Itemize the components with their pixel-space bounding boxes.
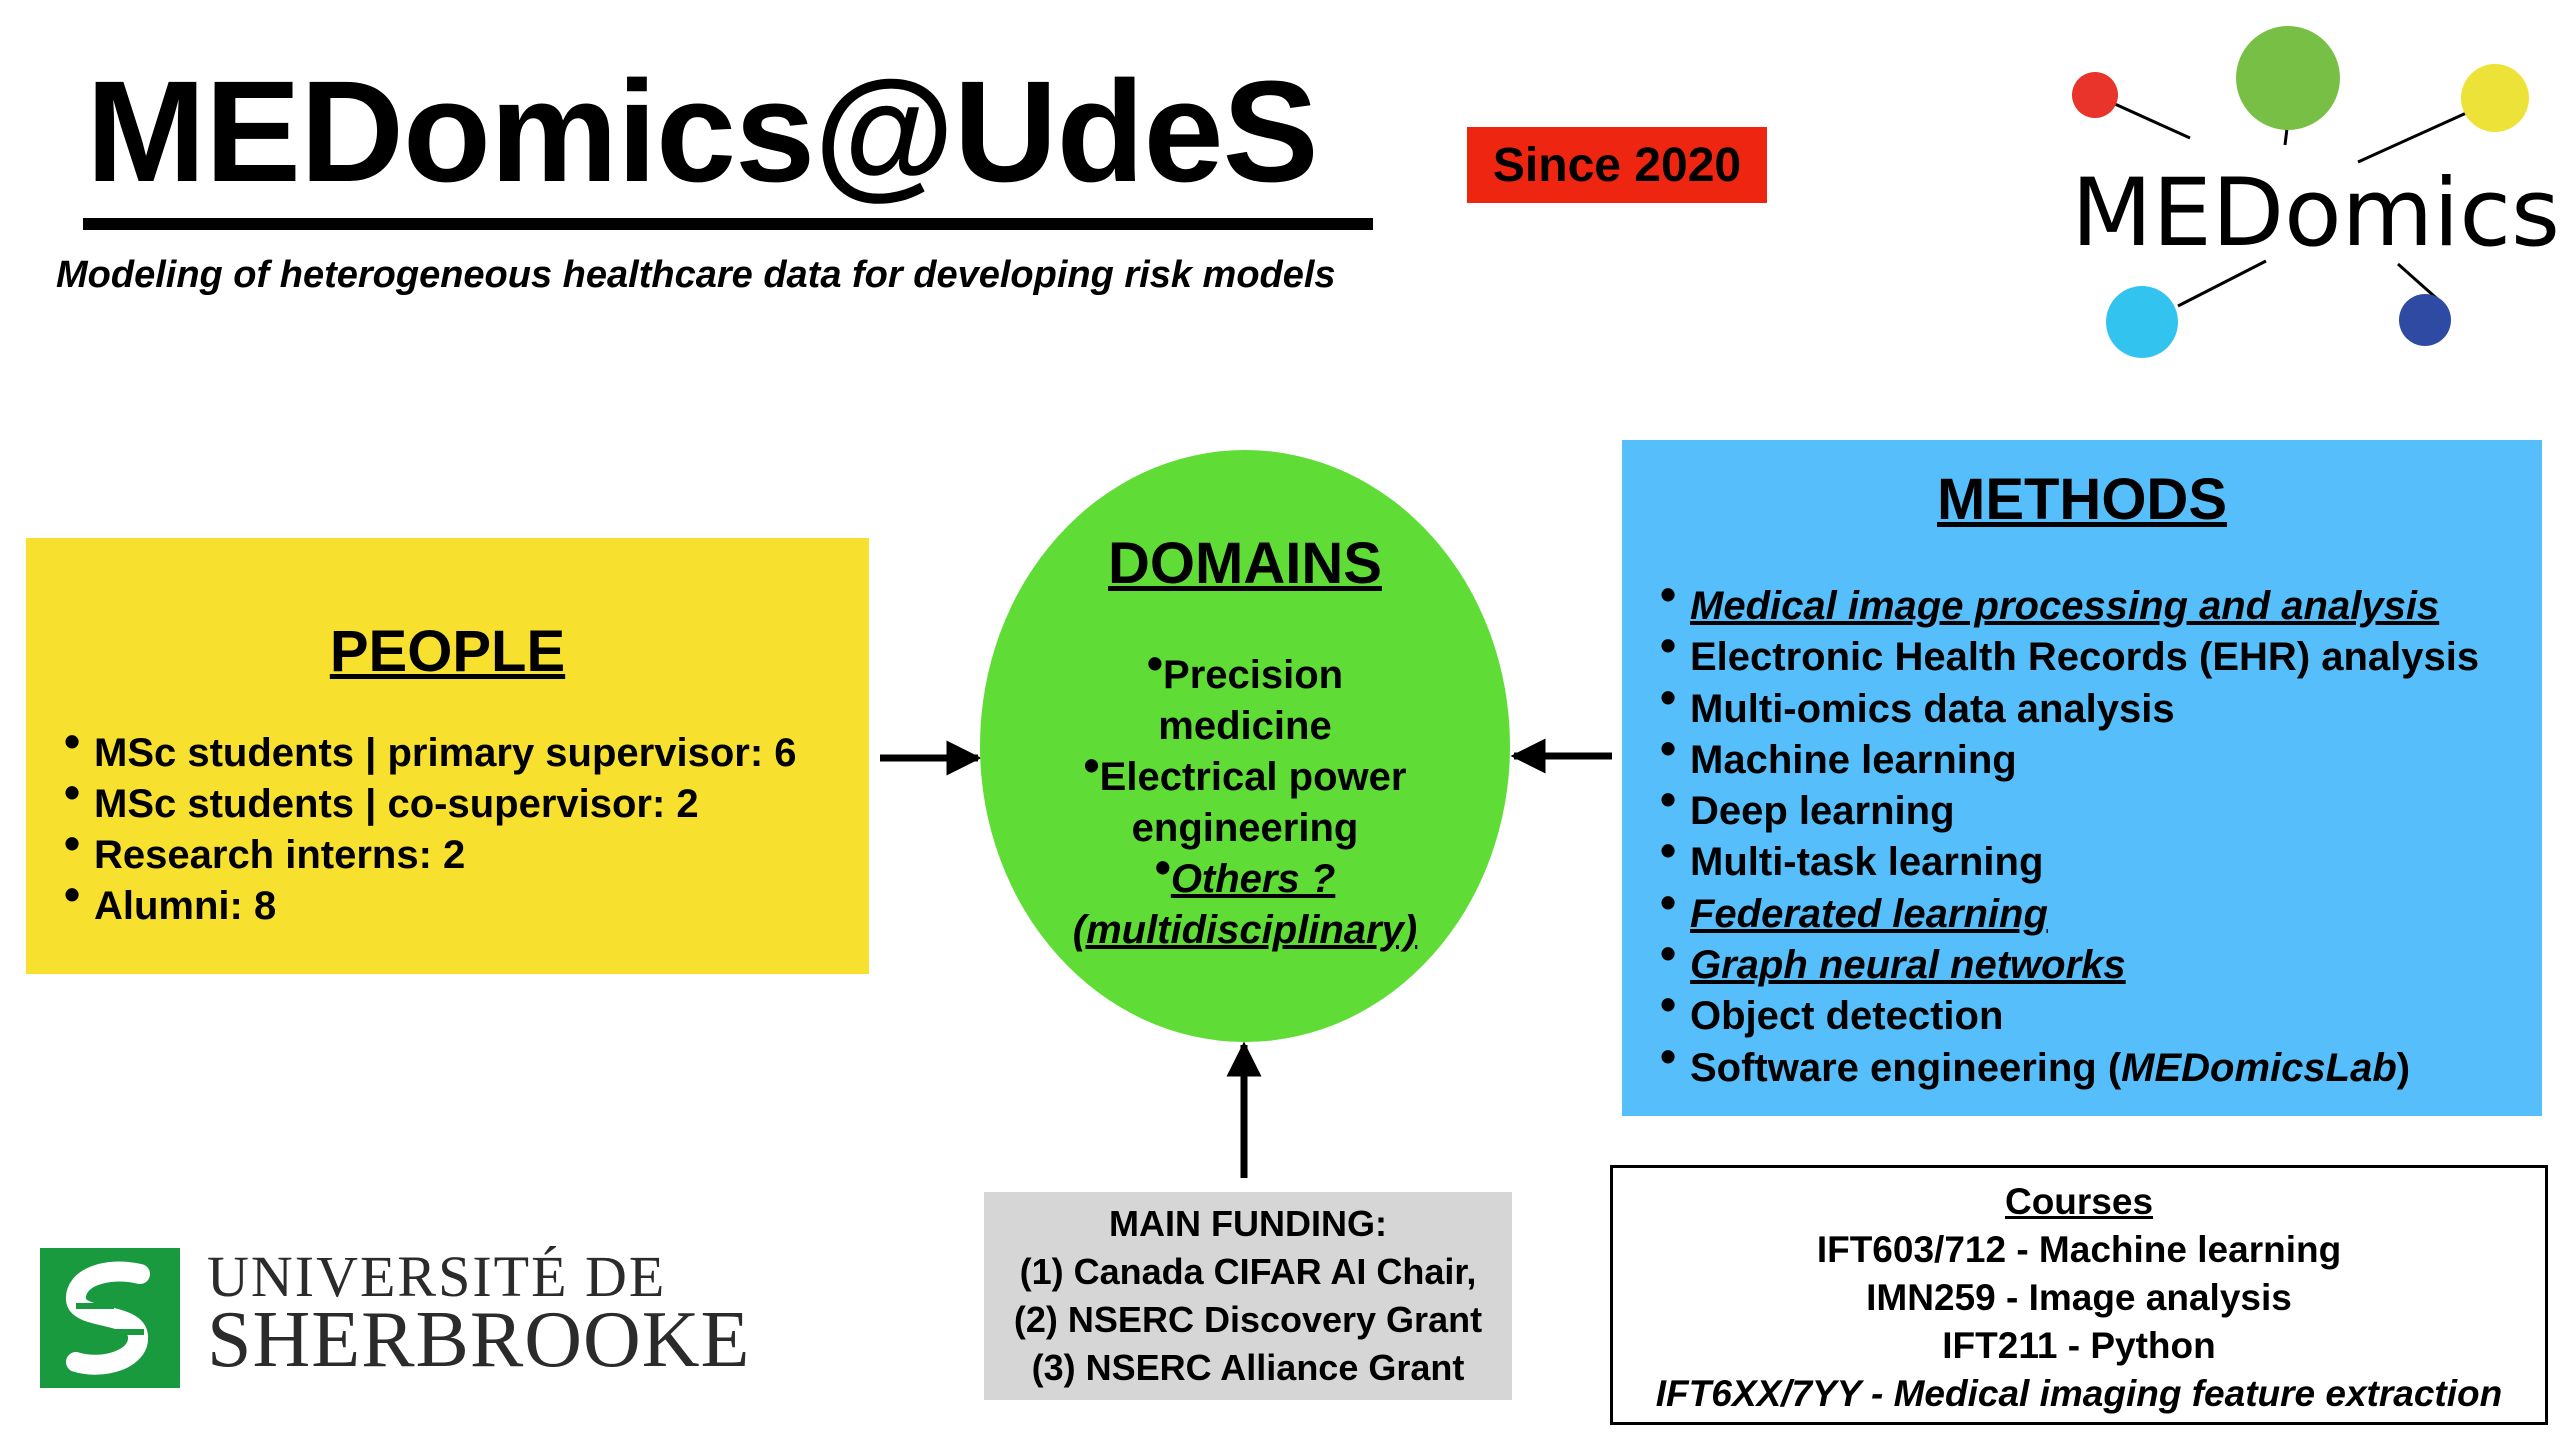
bullet-icon: • bbox=[1660, 773, 1677, 826]
logo-node-red bbox=[2072, 72, 2118, 118]
bullet-icon: • bbox=[1154, 841, 1171, 893]
logo-connector bbox=[2177, 259, 2267, 308]
funding-line: (3) NSERC Alliance Grant bbox=[1031, 1347, 1465, 1388]
logo-node-blue bbox=[2399, 294, 2451, 346]
domain-item-electrical: •Electrical power bbox=[1083, 739, 1407, 800]
bullet-icon: • bbox=[64, 715, 81, 767]
logo-node-green bbox=[2236, 26, 2340, 130]
domain-item-precision: •Precision bbox=[1146, 637, 1344, 698]
methods-title: METHODS bbox=[1937, 467, 2227, 532]
list-item: • Software engineering (MEDomicsLab) bbox=[1660, 1029, 2411, 1090]
funding-line: (2) NSERC Discovery Grant bbox=[1013, 1299, 1483, 1340]
bullet-icon: • bbox=[1660, 978, 1677, 1031]
domain-item-precision-cont: medicine bbox=[1158, 704, 1332, 748]
course-line: IFT6XX/7YY - Medical imaging feature ext… bbox=[1655, 1373, 2503, 1414]
bullet-icon: • bbox=[64, 817, 81, 869]
list-item: • Federated learning bbox=[1660, 875, 2048, 936]
course-line: IFT603/712 - Machine learning bbox=[1816, 1229, 2342, 1270]
domains-ellipse: DOMAINS •Precision medicine •Electrical … bbox=[980, 450, 1510, 1042]
page-title: MEDomics@UdeS bbox=[86, 51, 1319, 212]
bullet-icon: • bbox=[1660, 568, 1677, 620]
logo-wordmark: MEDomics bbox=[2071, 159, 2560, 268]
list-item: • Alumni: 8 bbox=[64, 868, 277, 928]
people-list: • MSc students | primary supervisor: 6 • M… bbox=[64, 715, 797, 932]
logo-node-cyan bbox=[2106, 286, 2178, 358]
domain-item-electrical-cont: engineering bbox=[1131, 806, 1359, 850]
university-name-line2: SHERBROOKE bbox=[207, 1296, 751, 1384]
domains-list: •Precision medicine •Electrical power en… bbox=[980, 637, 1510, 956]
page-subtitle: Modeling of heterogeneous healthcare dat… bbox=[56, 254, 1336, 296]
list-item: • Machine learning bbox=[1660, 721, 2017, 782]
list-item: • Research interns: 2 bbox=[64, 817, 466, 877]
courses-title: Courses bbox=[2004, 1181, 2154, 1222]
list-item: • Electronic Health Records (EHR) analysi… bbox=[1660, 619, 2480, 680]
bullet-icon: • bbox=[1660, 875, 1677, 928]
courses-box: Courses IFT603/712 - Machine learning IM… bbox=[1610, 1165, 2548, 1425]
bullet-icon: • bbox=[1660, 721, 1677, 774]
course-line: IFT211 - Python bbox=[1942, 1325, 2216, 1366]
domains-title: DOMAINS bbox=[1108, 531, 1382, 596]
bullet-icon: • bbox=[1660, 619, 1677, 672]
funding-box: MAIN FUNDING: (1) Canada CIFAR AI Chair,… bbox=[984, 1192, 1512, 1400]
bullet-icon: • bbox=[1660, 927, 1677, 980]
domain-item-others: •Others ? bbox=[1154, 841, 1336, 902]
logo-node-yellow bbox=[2461, 64, 2529, 132]
funding-title: MAIN FUNDING: bbox=[1109, 1203, 1387, 1244]
list-item: • Multi-task learning bbox=[1660, 824, 2044, 885]
methods-box: METHODS • Medical image processing and an… bbox=[1622, 440, 2542, 1116]
university-logo-icon bbox=[40, 1248, 180, 1388]
bullet-icon: • bbox=[64, 868, 81, 920]
university-name-line1: UNIVERSITÉ DE bbox=[207, 1244, 667, 1309]
list-item: • Medical image processing and analysis bbox=[1660, 568, 2440, 628]
bullet-icon: • bbox=[1660, 824, 1677, 877]
people-box: PEOPLE • MSc students | primary superviso… bbox=[26, 538, 869, 974]
methods-list: • Medical image processing and analysis •… bbox=[1660, 568, 2480, 1094]
list-item: • Object detection bbox=[1660, 978, 2004, 1039]
bullet-icon: • bbox=[1083, 739, 1100, 791]
list-item: • Multi-omics data analysis bbox=[1660, 670, 2175, 731]
bullet-icon: • bbox=[1660, 1029, 1677, 1082]
list-item: • Graph neural networks bbox=[1660, 927, 2126, 988]
title-underline bbox=[83, 218, 1373, 230]
list-item: • MSc students | co-supervisor: 2 bbox=[64, 766, 699, 826]
funding-line: (1) Canada CIFAR AI Chair, bbox=[1019, 1251, 1477, 1292]
bullet-icon: • bbox=[1146, 637, 1164, 689]
bullet-icon: • bbox=[64, 766, 81, 818]
list-item: • Deep learning bbox=[1660, 773, 1955, 834]
list-item: • MSc students | primary supervisor: 6 bbox=[64, 715, 797, 775]
domain-item-others-cont: (multidisciplinary) bbox=[1072, 908, 1418, 952]
since-badge: Since 2020 bbox=[1467, 127, 1767, 203]
people-title: PEOPLE bbox=[329, 619, 566, 684]
medomics-logo: MEDomics bbox=[2071, 26, 2560, 358]
course-line: IMN259 - Image analysis bbox=[1866, 1277, 2292, 1318]
bullet-icon: • bbox=[1660, 670, 1677, 723]
